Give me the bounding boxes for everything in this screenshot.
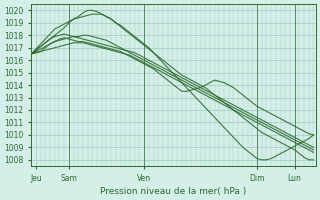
X-axis label: Pression niveau de la mer( hPa ): Pression niveau de la mer( hPa ): [100, 187, 247, 196]
